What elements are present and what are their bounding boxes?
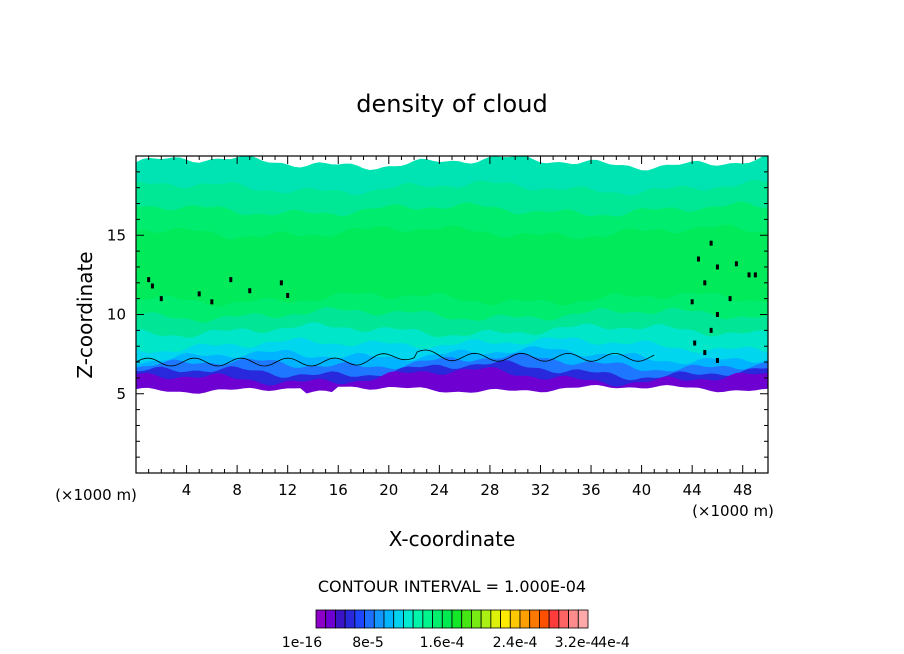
colorbar-swatch [315,609,327,629]
colorbar-swatch [490,609,501,629]
contour-speck [286,292,290,298]
colorbar-label: 1e-16 [282,635,322,651]
colorbar-swatch [364,609,375,629]
x-tick-label: 40 [632,481,651,499]
y-axis-label: Z-coordinate [73,251,97,378]
colorbar-label: 3.2e-4 [555,635,600,651]
colorbar-swatch [344,609,356,629]
colorbar-swatch [383,609,395,629]
chart-title: density of cloud [356,90,547,118]
contour-speck [715,357,719,363]
contour-line [136,349,655,367]
contour-speck [197,291,201,297]
contour-speck [728,296,732,302]
contour-speck [690,299,694,305]
contour-speck [279,280,283,286]
colorbar-swatch [325,609,336,629]
y-tick-label: 5 [116,385,126,403]
colorbar-swatch [539,609,550,629]
colorbar-swatch [577,609,589,629]
x-tick-label: 4 [182,481,192,499]
x-tick-label: 20 [379,481,398,499]
contour-speck [709,327,713,333]
colorbar-swatch [548,609,560,629]
x-tick-label: 44 [683,481,702,499]
x-tick-label: 8 [232,481,242,499]
contour-speck [229,277,233,283]
x-tick-label: 36 [581,481,600,499]
contour-speck [703,350,707,356]
contour-speck [159,296,163,302]
colorbar-swatch [432,609,443,629]
contour-speck [147,277,151,283]
contour-speck [709,240,713,246]
plot-area [136,156,768,473]
x-axis: 4 8 12 16 20 24 28 32 36 40 44 48 [148,156,756,499]
colorbar-swatch [441,609,453,629]
colorbar-labels: 1e-16 8e-5 1.6e-4 2.4e-4 3.2e-44e-4 [282,635,630,651]
colorbar-swatch [471,609,482,629]
colorbar-swatch [422,609,433,629]
contour-speck [248,288,252,294]
colorbar-swatch [500,609,511,629]
contour-speck [747,272,751,278]
colorbar-swatch [373,609,385,629]
colorbar-swatch [412,609,424,629]
colorbar-swatch [509,609,521,629]
colorbar-label: 2.4e-4 [493,635,538,651]
contour-speck [696,256,700,262]
contour-speck [715,312,719,317]
x-tick-label: 48 [733,481,752,499]
colorbar-swatch [354,609,365,629]
contour-speck [693,340,697,346]
colorbar-swatch [519,609,531,629]
colorbar-swatch [335,609,346,629]
colorbar [315,609,589,629]
colorbar-swatch [568,609,579,629]
colorbar-label: 8e-5 [352,635,383,651]
colorbar-swatch [451,609,463,629]
x-unit-left: (×1000 m) [55,486,137,504]
y-tick-label: 10 [107,306,126,324]
contour-interval-text: CONTOUR INTERVAL = 1.000E-04 [318,577,586,596]
contour-speck [210,299,214,305]
x-tick-label: 32 [531,481,550,499]
x-tick-label: 24 [430,481,449,499]
cloud-base-clear-region [136,385,768,473]
contour-speck [703,280,707,286]
colorbar-label: 4e-4 [598,635,630,651]
colorbar-swatch [558,609,569,629]
x-unit-right: (×1000 m) [692,502,774,520]
contour-speck [734,261,738,267]
x-axis-label: X-coordinate [389,527,516,551]
colorbar-swatch [480,609,492,629]
colorbar-swatch [529,609,540,629]
colorbar-swatch [461,609,472,629]
y-tick-label: 15 [107,226,126,244]
colorbar-swatch [393,609,404,629]
contour-speck [715,264,719,270]
x-tick-label: 28 [480,481,499,499]
x-tick-label: 16 [329,481,348,499]
colorbar-label: 1.6e-4 [420,635,465,651]
y-axis: 5 10 15 [107,171,768,458]
contour-speck [753,272,757,278]
colorbar-swatch [403,609,414,629]
contour-speck [150,283,154,289]
x-tick-label: 12 [278,481,297,499]
